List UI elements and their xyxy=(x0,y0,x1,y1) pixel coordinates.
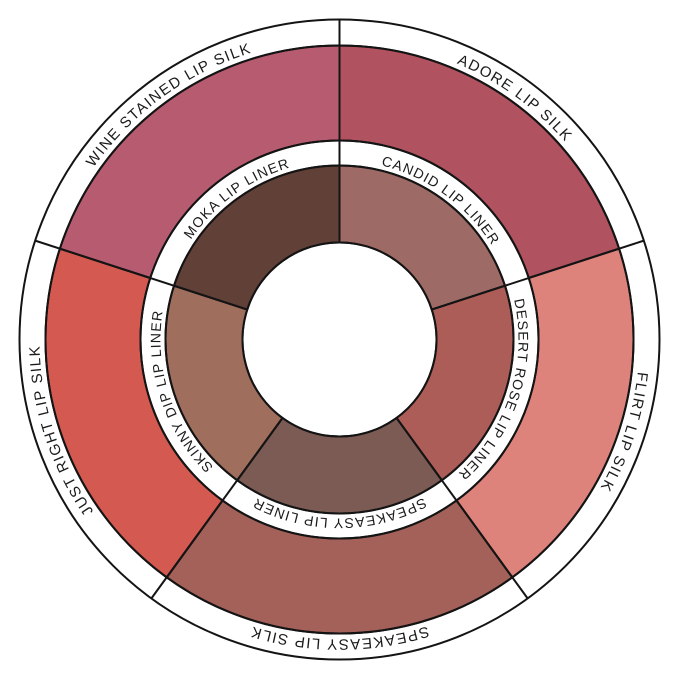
divider-72deg xyxy=(431,239,645,311)
outer-band-inner-circle xyxy=(44,44,635,635)
inner-band-outer-circle xyxy=(139,139,540,540)
center-circle xyxy=(241,241,438,438)
ring-outlines xyxy=(18,18,661,661)
divider-216deg xyxy=(150,417,284,599)
outermost-circle xyxy=(18,18,661,661)
divider-288deg xyxy=(34,239,248,311)
segment-dividers xyxy=(34,19,645,599)
divider-144deg xyxy=(395,417,529,599)
inner-band-inner-circle xyxy=(164,164,515,515)
outer-ring-lip-silk xyxy=(44,44,635,635)
